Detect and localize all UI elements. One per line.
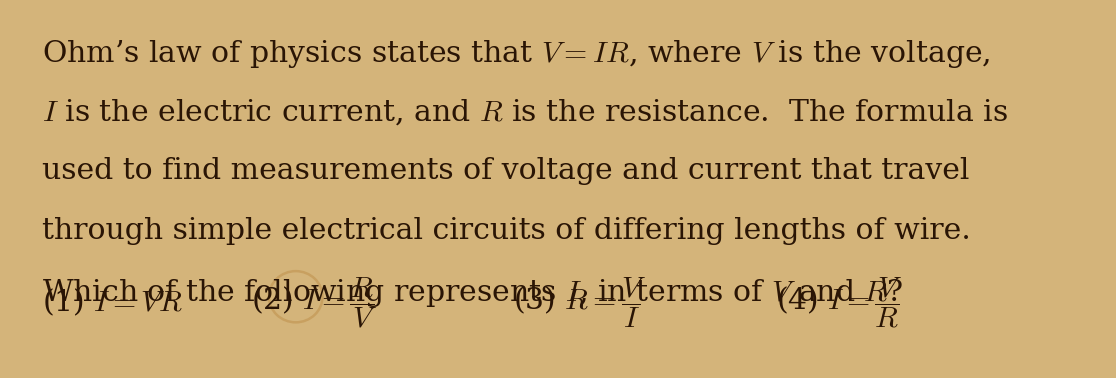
Text: (2) $I = \dfrac{R}{V}$: (2) $I = \dfrac{R}{V}$: [251, 275, 377, 330]
Text: (3) $R = \dfrac{V}{I}$: (3) $R = \dfrac{V}{I}$: [513, 275, 646, 330]
Text: (4) $I = \dfrac{V}{R}$: (4) $I = \dfrac{V}{R}$: [776, 275, 902, 330]
Text: through simple electrical circuits of differing lengths of wire.: through simple electrical circuits of di…: [42, 217, 971, 245]
Text: $I$ is the electric current, and $R$ is the resistance.  The formula is: $I$ is the electric current, and $R$ is …: [42, 98, 1008, 127]
Text: Which of the following represents $I$, in terms of $V$ and $R$?: Which of the following represents $I$, i…: [42, 277, 904, 309]
Text: (1) $I = VR$: (1) $I = VR$: [42, 287, 183, 318]
Text: used to find measurements of voltage and current that travel: used to find measurements of voltage and…: [42, 157, 970, 185]
Text: Ohm’s law of physics states that $V = IR$, where $V$ is the voltage,: Ohm’s law of physics states that $V = IR…: [42, 38, 991, 70]
